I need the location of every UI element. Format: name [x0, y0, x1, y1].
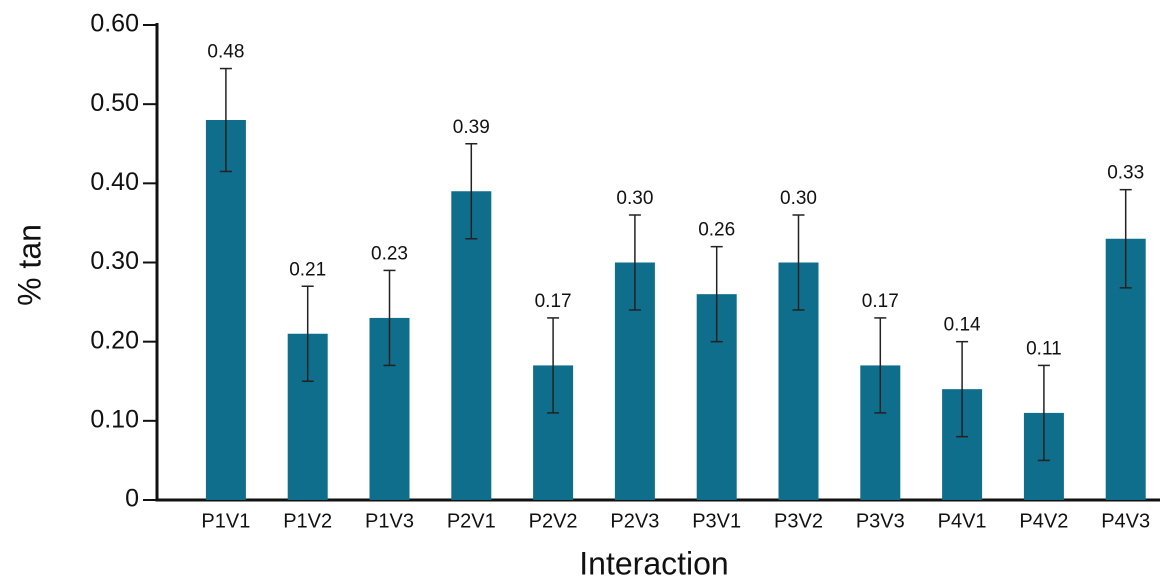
y-tick-label: 0: [125, 485, 139, 513]
value-label: 0.30: [780, 188, 817, 209]
value-label: 0.21: [289, 259, 326, 280]
x-tick-label: P1V1: [201, 510, 250, 532]
x-tick-label: P3V2: [774, 510, 823, 532]
value-label: 0.23: [371, 243, 408, 264]
x-tick-label: P3V3: [856, 510, 905, 532]
y-tick-label: 0.60: [90, 10, 139, 38]
x-tick-label: P2V1: [447, 510, 496, 532]
value-label: 0.39: [453, 117, 490, 138]
value-label: 0.30: [616, 188, 653, 209]
x-tick-label: P4V2: [1019, 510, 1068, 532]
x-tick-label: P2V2: [529, 510, 578, 532]
x-tick-label: P3V1: [692, 510, 741, 532]
value-label: 0.33: [1107, 163, 1144, 184]
value-label: 0.17: [535, 291, 572, 312]
value-label: 0.11: [1026, 338, 1062, 359]
y-axis-title: % tan: [11, 224, 47, 306]
y-tick-label: 0.10: [90, 405, 139, 433]
value-label: 0.14: [944, 315, 981, 336]
bar: [205, 120, 246, 500]
value-label: 0.48: [207, 42, 244, 63]
x-axis-title: Interaction: [579, 545, 728, 581]
y-tick-label: 0.20: [90, 326, 139, 354]
x-tick-label: P4V1: [938, 510, 987, 532]
y-tick-label: 0.40: [90, 168, 139, 196]
x-tick-label: P1V3: [365, 510, 414, 532]
x-tick-label: P1V2: [283, 510, 332, 532]
y-tick-label: 0.30: [90, 247, 139, 275]
value-label: 0.26: [698, 220, 735, 241]
x-tick-label: P2V3: [610, 510, 659, 532]
value-label: 0.17: [862, 291, 899, 312]
x-tick-label: P4V3: [1101, 510, 1150, 532]
y-tick-label: 0.50: [90, 89, 139, 117]
bar: [451, 191, 492, 500]
